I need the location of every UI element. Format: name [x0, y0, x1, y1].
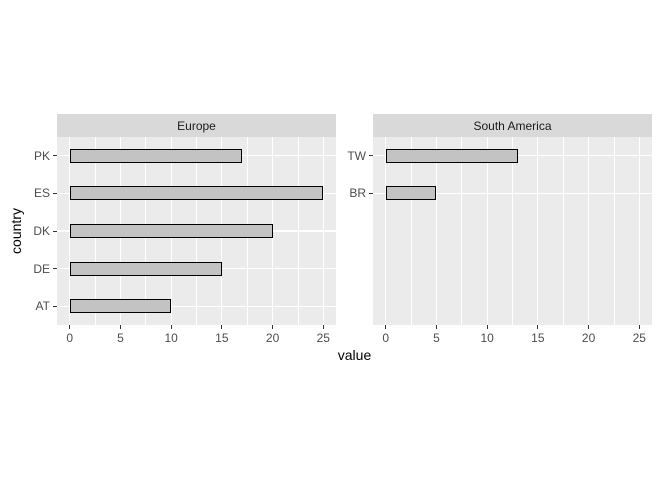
panel-south-america [373, 137, 652, 325]
y-tick [53, 192, 57, 194]
x-tick [435, 325, 437, 329]
facet-strip-south-america: South America [373, 114, 652, 137]
gridline-major-v [385, 137, 387, 325]
x-tick [69, 325, 71, 329]
gridline-major-h [373, 192, 652, 194]
gridline-major-v [537, 137, 539, 325]
bar-br [385, 186, 437, 201]
y-tick-label-es: ES [33, 186, 50, 201]
x-tick-label: 15 [531, 331, 545, 345]
x-tick-label: 10 [164, 331, 178, 345]
gridline-major-v [435, 137, 437, 325]
x-tick-label: 15 [215, 331, 229, 345]
y-tick [53, 268, 57, 270]
facet-strip-europe: Europe [57, 114, 336, 137]
x-tick [537, 325, 539, 329]
bar-es [69, 186, 324, 201]
x-tick-label: 20 [581, 331, 596, 345]
gridline-major-v [638, 137, 640, 325]
y-tick [369, 155, 373, 157]
y-tick [53, 230, 57, 232]
facet-strip-label: South America [473, 118, 552, 133]
panel-europe [57, 137, 336, 325]
x-tick [638, 325, 640, 329]
y-tick-label-at: AT [35, 299, 50, 314]
x-tick [385, 325, 387, 329]
x-tick [119, 325, 121, 329]
x-tick [272, 325, 274, 329]
bar-pk [69, 148, 243, 163]
x-tick-label: 0 [66, 331, 74, 345]
gridline-minor-v [461, 137, 463, 325]
y-tick-label-br: BR [349, 186, 366, 201]
gridline-minor-v [512, 137, 513, 325]
x-tick-label: 0 [382, 331, 390, 345]
gridline-major-v [587, 137, 590, 325]
y-tick-label-de: DE [33, 261, 50, 276]
x-tick-label: 10 [480, 331, 494, 345]
x-tick-label: 20 [265, 331, 280, 345]
y-tick-label-tw: TW [347, 148, 366, 163]
bar-at [69, 299, 172, 314]
x-tick [486, 325, 488, 329]
y-tick [53, 155, 57, 157]
y-tick [369, 192, 373, 194]
y-tick-label-pk: PK [33, 148, 50, 163]
y-tick-label-dk: DK [33, 224, 50, 238]
gridline-minor-v [613, 137, 615, 325]
bar-dk [69, 224, 273, 238]
gridline-major-h [57, 305, 336, 307]
x-tick [322, 325, 324, 329]
gridline-major-v [486, 137, 488, 325]
x-tick [170, 325, 172, 329]
facet-strip-label: Europe [177, 118, 216, 133]
x-tick [588, 325, 590, 329]
y-tick [53, 305, 57, 307]
x-tick-label: 5 [433, 331, 440, 345]
x-tick-label: 5 [117, 331, 124, 345]
x-tick-label: 25 [632, 331, 646, 345]
bar-de [69, 261, 222, 276]
gridline-minor-v [562, 137, 564, 325]
x-tick-label: 25 [316, 331, 330, 345]
x-axis-title: value [337, 347, 372, 363]
gridline-minor-v [410, 137, 412, 325]
x-tick [221, 325, 223, 329]
bar-tw [385, 148, 518, 163]
